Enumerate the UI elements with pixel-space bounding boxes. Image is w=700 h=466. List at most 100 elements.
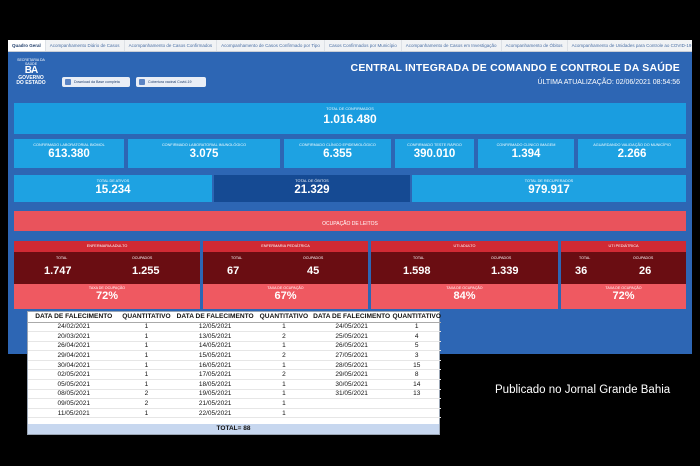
ward-uti-pediatrica-stats: TOTAL 36 OCUPADOS 26 [561,252,686,284]
column-header: QUANTITATIVO [256,312,311,323]
syringe-icon [139,79,145,85]
confirmado-biomol-label: CONFIRMADO LABORATORIAL BIOMOL [33,143,105,147]
confirmado-imagem-card: CONFIRMADO CLÍNICO IMAGEM 1.394 [478,139,574,168]
death-date-cell: 14/05/2021 [173,341,257,352]
death-date-cell: 15/05/2021 [173,350,257,361]
death-count-cell: 14 [392,379,441,390]
total-obitos-value: 21.329 [294,184,330,196]
death-count-cell: 13 [392,389,441,400]
total-ativos-label: TOTAL DE ATIVOS [96,179,130,183]
death-count-cell: 2 [119,389,174,400]
ward-uti-pediatrica-ocupados-label: OCUPADOS [633,256,654,260]
ward-uti-adulto-ocupados-label: OCUPADOS [491,256,512,260]
ward-uti-pediatrica-taxa-label: TAXA DE OCUPAÇÃO [605,286,642,290]
ward-enfermaria-pediatrica-ocupados: 45 [307,265,320,277]
cobertura-vacinal-button[interactable]: Cobertura vacinal Covid-19 [136,77,206,87]
death-count-cell [392,398,441,409]
death-date-cell: 18/05/2021 [173,379,257,390]
death-count-cell: 1 [256,341,311,352]
total-recuperados-value: 979.917 [528,184,570,196]
governo-logo: SECRETARIA DA SAÚDE BA GOVERNO DO ESTADO [14,58,48,90]
death-count-cell: 2 [119,398,174,409]
ward-enfermaria-pediatrica-total-label: TOTAL [231,256,243,260]
tab-unidades[interactable]: Acompanhamento de Unidades para Controle… [568,40,692,51]
death-date-cell: 11/05/2021 [28,408,120,419]
confirmado-imagem-value: 1.394 [511,148,541,160]
ward-uti-adulto-total-label: TOTAL [413,256,425,260]
ward-enfermaria-adulto-taxa: TAXA DE OCUPAÇÃO 72% [14,284,200,309]
death-date-cell: 24/02/2021 [28,322,120,333]
tab-quadro-geral[interactable]: Quadro Geral [8,40,46,51]
death-date-cell: 08/05/2021 [28,389,120,400]
column-header: QUANTITATIVO [119,312,174,323]
total-ativos-value: 15.234 [95,184,131,196]
ward-uti-adulto-name: UTI ADULTO [453,244,476,248]
death-count-cell: 1 [119,408,174,419]
ocupacao-leitos-title: OCUPAÇÃO DE LEITOS [322,221,378,227]
total-recuperados-label: TOTAL DE RECUPERADOS [524,179,574,183]
death-count-cell: 1 [256,398,311,409]
tab-em-investigacao[interactable]: Acompanhamento de Casos em Investigação [402,40,502,51]
ward-uti-pediatrica-taxa: TAXA DE OCUPAÇÃO 72% [561,284,686,309]
dashboard-header: SECRETARIA DA SAÚDE BA GOVERNO DO ESTADO… [8,52,692,94]
ward-enfermaria-pediatrica-taxa-label: TAXA DE OCUPAÇÃO [267,286,304,290]
death-date-cell [310,408,393,419]
death-date-cell: 13/05/2021 [173,331,257,342]
death-date-cell: 05/05/2021 [28,379,120,390]
ocupacao-leitos-banner: OCUPAÇÃO DE LEITOS [14,211,686,231]
death-count-cell: 4 [392,331,441,342]
death-date-cell: 09/05/2021 [28,398,120,409]
logo-subtitle: SECRETARIA DA SAÚDE [17,58,45,66]
death-count-cell: 2 [256,331,311,342]
download-icon [65,79,71,85]
page-title: CENTRAL INTEGRADA DE COMANDO E CONTROLE … [350,62,680,74]
aguardando-validacao-value: 2.266 [617,148,647,160]
death-date-cell: 19/05/2021 [173,389,257,400]
total-obitos-card: TOTAL DE ÓBITOS 21.329 [214,175,410,202]
death-date-cell: 24/05/2021 [310,322,393,333]
death-count-cell: 2 [256,350,311,361]
death-count-cell: 1 [119,360,174,371]
confirmado-epidemiologico-card: CONFIRMADO CLÍNICO EPIDEMIOLÓGICO 6.355 [284,139,391,168]
death-date-cell: 20/03/2021 [28,331,120,342]
death-date-cell: 28/05/2021 [310,360,393,371]
table-row: 11/05/2021 1 22/05/2021 1 [28,408,441,419]
ward-enfermaria-adulto-total-label: TOTAL [56,256,68,260]
death-date-cell: 16/05/2021 [173,360,257,371]
death-date-cell: 02/05/2021 [28,369,120,381]
confirmado-imunologico-value: 3.075 [189,148,219,160]
ward-enfermaria-adulto-taxa-label: TAXA DE OCUPAÇÃO [88,286,126,290]
column-header: QUANTITATIVO [392,312,441,323]
death-date-cell: 22/05/2021 [173,408,257,419]
table-total-row: TOTAL= 88 [28,424,439,434]
confirmado-imunologico-card: CONFIRMADO LABORATORIAL IMUNOLÓGICO 3.07… [128,139,280,168]
ward-enfermaria-adulto-stats: TOTAL 1.747 OCUPADOS 1.255 [14,252,200,284]
logo-name: GOVERNO DO ESTADO [16,75,46,86]
tab-acompanhamento-diario[interactable]: Acompanhamento Diário de Casos [46,40,125,51]
cobertura-vacinal-label: Cobertura vacinal Covid-19 [148,80,192,84]
tab-obitos[interactable]: Acompanhamento de Óbitos [502,40,568,51]
table-row: 29/04/2021 1 15/05/2021 2 27/05/2021 3 [28,350,441,361]
ward-enfermaria-pediatrica-ocupados-label: OCUPADOS [303,256,324,260]
death-count-cell: 5 [392,341,441,352]
last-update: ÚLTIMA ATUALIZAÇÃO: 02/06/2021 08:54:56 [537,79,680,86]
column-header: DATA DE FALECIMENTO [173,312,257,323]
column-header: DATA DE FALECIMENTO [310,312,393,323]
confirmado-imagem-label: CONFIRMADO CLÍNICO IMAGEM [496,143,556,147]
tab-casos-confirmados[interactable]: Acompanhamento de Casos Confirmados [125,40,218,51]
report-tabs: Quadro Geral Acompanhamento Diário de Ca… [8,40,692,52]
total-confirmados-value: 1.016.480 [323,112,377,126]
tab-por-municipio[interactable]: Casos Confirmados por Município [325,40,402,51]
tab-confirmado-por-tipo[interactable]: Acompanhamento de Casos Confirmado por T… [217,40,325,51]
confirmado-biomol-card: CONFIRMADO LABORATORIAL BIOMOL 613.380 [14,139,124,168]
ward-enfermaria-pediatrica-taxa: TAXA DE OCUPAÇÃO 67% [203,284,368,309]
publication-caption: Publicado no Jornal Grande Bahia [495,384,671,396]
death-count-cell: 15 [392,360,441,371]
death-date-cell: 26/04/2021 [28,341,120,352]
ward-enfermaria-pediatrica-taxa-value: 67% [274,290,297,302]
total-ativos-card: TOTAL DE ATIVOS 15.234 [14,175,212,202]
download-base-button[interactable]: Download da Base completa [62,77,130,87]
ward-uti-pediatrica-total-label: TOTAL [579,256,591,260]
ward-uti-adulto-taxa: TAXA DE OCUPAÇÃO 84% [371,284,558,309]
table-row: 20/03/2021 1 13/05/2021 2 25/05/2021 4 [28,331,441,342]
